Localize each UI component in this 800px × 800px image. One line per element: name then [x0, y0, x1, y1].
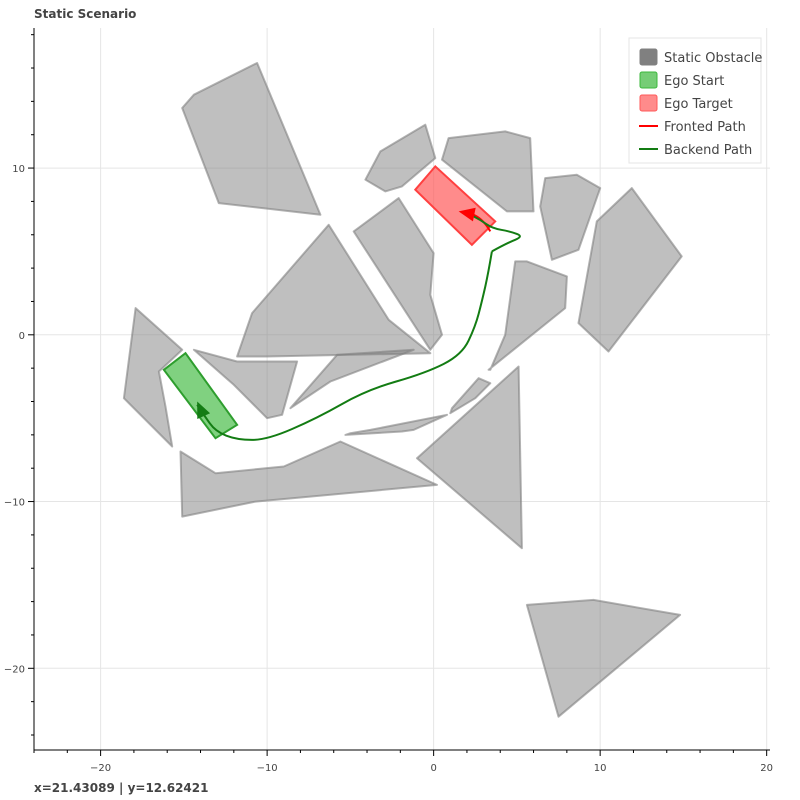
static-obstacle [449, 377, 492, 415]
legend-item-ego-target[interactable]: Ego Target [639, 94, 733, 112]
obstacle-layer [122, 62, 683, 718]
static-obstacle [344, 413, 448, 436]
static-obstacle [236, 223, 432, 358]
y-tick-label: 10 [12, 164, 25, 175]
fronted-path-arrowhead [458, 207, 476, 222]
backend-path-branch [466, 212, 521, 253]
static-obstacle [192, 348, 299, 420]
x-tick-label: 10 [594, 763, 607, 774]
static-obstacle [364, 123, 437, 193]
ego-target-box [413, 164, 497, 247]
cursor-x-value: x=21.43089 [34, 781, 115, 795]
static-obstacle [539, 173, 602, 261]
chart-title: Static Scenario [34, 7, 137, 21]
static-obstacle [181, 62, 322, 216]
legend-swatch-ego-target [639, 94, 658, 112]
legend-label-static-obstacle: Static Obstacle [664, 51, 762, 66]
static-obstacle [289, 348, 415, 410]
legend[interactable]: Static Obstacle Ego Start Ego Target Fronte… [628, 37, 762, 164]
cursor-y-value: y=12.62421 [127, 781, 209, 795]
coord-separator: | [119, 781, 124, 795]
legend-item-backend-path[interactable]: Backend Path [639, 143, 752, 158]
x-tick-label: 0 [430, 763, 436, 774]
static-obstacle [525, 598, 682, 718]
static-obstacle [577, 187, 683, 353]
y-tick-label: 0 [19, 331, 25, 342]
legend-label-ego-start: Ego Start [664, 74, 724, 89]
static-obstacle [179, 440, 438, 518]
legend-item-static-obstacle[interactable]: Static Obstacle [639, 48, 762, 66]
x-tick-label: −10 [257, 763, 278, 774]
y-tick-label: −20 [4, 664, 25, 675]
legend-swatch-static-obstacle [639, 48, 658, 66]
legend-label-backend-path: Backend Path [664, 143, 752, 158]
static-obstacle [487, 260, 568, 371]
path-layer [196, 207, 521, 441]
y-tick-label: −10 [4, 498, 25, 509]
axis-layer: −20 −10 0 10 20 −20 −10 0 10 [4, 28, 773, 774]
static-obstacle [352, 197, 443, 351]
static-obstacle [416, 365, 523, 550]
legend-label-fronted-path: Fronted Path [664, 120, 746, 135]
legend-item-fronted-path[interactable]: Fronted Path [639, 120, 746, 135]
static-obstacle [122, 307, 184, 448]
x-tick-label: −20 [90, 763, 111, 774]
legend-item-ego-start[interactable]: Ego Start [639, 71, 724, 89]
backend-path [196, 251, 493, 441]
backend-path-arrowhead-start [197, 401, 211, 419]
cursor-coordinate-readout: x=21.43089 | y=12.62421 [34, 781, 208, 795]
legend-swatch-ego-start [639, 71, 658, 89]
static-obstacle [441, 130, 535, 213]
legend-label-ego-target: Ego Target [664, 97, 733, 112]
x-tick-label: 20 [760, 763, 773, 774]
